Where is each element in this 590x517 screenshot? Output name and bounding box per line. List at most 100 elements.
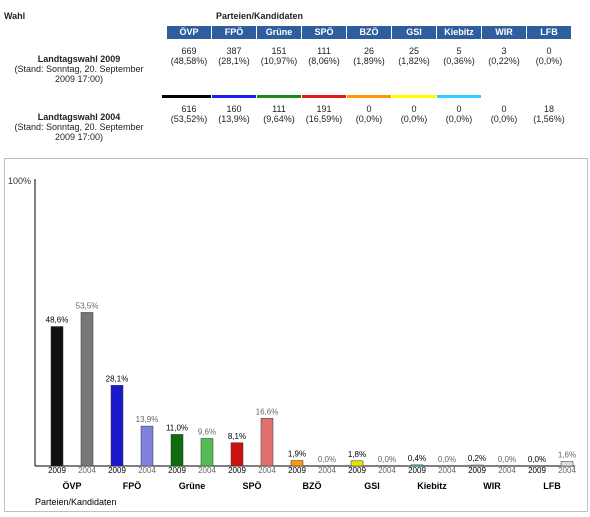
vote-percent: (0,0%) xyxy=(400,114,428,124)
vote-percent: (0,0%) xyxy=(355,114,383,124)
series-tick-label: 2004 xyxy=(438,466,456,475)
result-cell: 18 (1,56%) xyxy=(527,104,571,124)
vote-count: 18 xyxy=(543,104,554,114)
result-cell: 0 (0,0%) xyxy=(392,104,436,124)
vote-count: 25 xyxy=(408,46,419,56)
data-label: 1,6% xyxy=(558,450,576,459)
vote-percent: (48,58%) xyxy=(170,56,208,66)
party-header-2: Grüne xyxy=(257,26,301,39)
result-cell: 5 (0,36%) xyxy=(437,46,481,66)
party-header-1: FPÖ xyxy=(212,26,256,39)
data-label: 53,5% xyxy=(76,301,99,310)
vote-percent: (10,97%) xyxy=(260,56,298,66)
column-header-parties: Parteien/Kandidaten xyxy=(216,11,304,21)
series-tick-label: 2009 xyxy=(228,466,246,475)
vote-count: 5 xyxy=(456,46,462,56)
party-color-bar xyxy=(212,95,256,98)
result-cell: 160 (13,9%) xyxy=(212,104,256,124)
row-label-0: Landtagswahl 2009 (Stand: Sonntag, 20. Se… xyxy=(4,54,154,84)
vote-percent: (1,82%) xyxy=(398,56,430,66)
vote-count: 191 xyxy=(316,104,332,114)
bar-2009-ÖVP xyxy=(50,326,64,467)
data-label: 11,0% xyxy=(166,423,188,432)
party-header-6: Kiebitz xyxy=(437,26,481,39)
vote-count: 0 xyxy=(501,104,507,114)
row-stand-line1: (Stand: Sonntag, 20. September xyxy=(14,122,144,132)
party-header-3: SPÖ xyxy=(302,26,346,39)
vote-count: 111 xyxy=(317,46,331,56)
data-label: 1,9% xyxy=(288,450,306,459)
bar-2004-SPÖ xyxy=(260,418,274,467)
data-label: 9,6% xyxy=(198,427,216,436)
bar-2009-Grüne xyxy=(170,434,184,467)
data-label: 0,0% xyxy=(498,455,516,464)
party-color-bar xyxy=(527,95,571,98)
vote-count: 0 xyxy=(456,104,462,114)
vote-percent: (9,64%) xyxy=(263,114,295,124)
vote-count: 387 xyxy=(226,46,242,56)
vote-percent: (0,0%) xyxy=(535,56,563,66)
vote-percent: (0,36%) xyxy=(443,56,475,66)
category-label: LFB xyxy=(543,481,561,491)
category-label: ÖVP xyxy=(62,481,81,491)
party-header-8: LFB xyxy=(527,26,571,39)
row-stand-line1: (Stand: Sonntag, 20. September xyxy=(14,64,144,74)
category-label: Kiebitz xyxy=(417,481,447,491)
party-color-bar xyxy=(347,95,391,98)
bar-2009-BZÖ xyxy=(290,460,304,467)
bar-chart-frame: 100% 48,6% 2009 53,5% 2004 ÖVP 28,1% 2009 13,9% 2… xyxy=(4,158,588,512)
vote-percent: (16,59%) xyxy=(305,114,343,124)
series-tick-label: 2004 xyxy=(498,466,516,475)
data-label: 48,6% xyxy=(46,316,69,325)
vote-count: 3 xyxy=(501,46,507,56)
vote-count: 669 xyxy=(181,46,197,56)
result-cell: 669 (48,58%) xyxy=(167,46,211,66)
vote-percent: (13,9%) xyxy=(218,114,250,124)
result-cell: 0 (0,0%) xyxy=(437,104,481,124)
bar-2009-GSI xyxy=(350,460,364,467)
result-cell: 111 (9,64%) xyxy=(257,104,301,124)
vote-count: 0 xyxy=(546,46,552,56)
data-label: 8,1% xyxy=(228,432,246,441)
row-title: Landtagswahl 2009 xyxy=(37,54,121,64)
category-label: WIR xyxy=(483,481,501,491)
bar-chart: 100% 48,6% 2009 53,5% 2004 ÖVP 28,1% 2009 13,9% 2… xyxy=(8,176,576,507)
vote-count: 0 xyxy=(366,104,372,114)
party-color-bar xyxy=(392,95,436,98)
vote-percent: (1,56%) xyxy=(533,114,565,124)
category-label: GSI xyxy=(364,481,380,491)
data-label: 28,1% xyxy=(106,374,129,383)
series-tick-label: 2004 xyxy=(138,466,156,475)
party-header-4: BZÖ xyxy=(347,26,391,39)
vote-count: 160 xyxy=(226,104,242,114)
series-tick-label: 2009 xyxy=(288,466,306,475)
vote-percent: (0,0%) xyxy=(490,114,518,124)
row-stand-line2: 2009 17:00) xyxy=(54,132,104,142)
vote-percent: (8,06%) xyxy=(308,56,340,66)
party-color-bar xyxy=(302,95,346,98)
separator-line xyxy=(162,95,167,98)
vote-percent: (1,89%) xyxy=(353,56,385,66)
party-header-0: ÖVP xyxy=(167,26,211,39)
party-color-bar xyxy=(257,95,301,98)
series-tick-label: 2004 xyxy=(378,466,396,475)
vote-count: 151 xyxy=(271,46,287,56)
vote-percent: (0,22%) xyxy=(488,56,520,66)
result-cell: 3 (0,22%) xyxy=(482,46,526,66)
data-label: 0,4% xyxy=(408,454,426,463)
series-tick-label: 2009 xyxy=(528,466,546,475)
series-tick-label: 2004 xyxy=(558,466,576,475)
row-stand-line2: 2009 17:00) xyxy=(54,74,104,84)
bar-2009-SPÖ xyxy=(230,442,244,467)
series-tick-label: 2004 xyxy=(258,466,276,475)
data-label: 0,0% xyxy=(378,455,396,464)
series-tick-label: 2004 xyxy=(198,466,216,475)
data-label: 16,6% xyxy=(256,407,279,416)
x-axis-title: Parteien/Kandidaten xyxy=(35,497,117,507)
category-label: SPÖ xyxy=(242,481,261,491)
result-cell: 26 (1,89%) xyxy=(347,46,391,66)
series-tick-label: 2009 xyxy=(408,466,426,475)
bar-2004-Grüne xyxy=(200,438,214,467)
vote-count: 616 xyxy=(181,104,197,114)
party-header-5: GSI xyxy=(392,26,436,39)
